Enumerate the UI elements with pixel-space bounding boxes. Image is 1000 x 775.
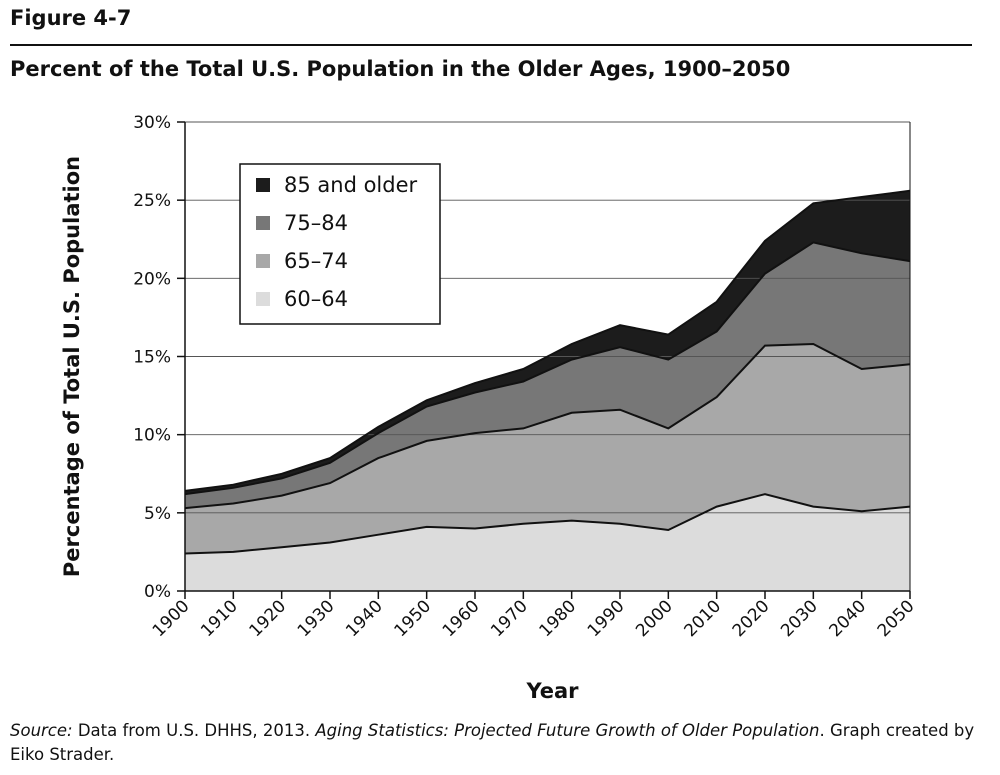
- x-axis-title: Year: [525, 679, 579, 703]
- header-rule: [10, 44, 972, 46]
- y-tick-label: 0%: [144, 582, 171, 602]
- y-tick-label: 30%: [133, 113, 171, 133]
- x-tick-label: 1940: [342, 596, 387, 641]
- y-tick-label: 20%: [133, 269, 171, 289]
- x-tick-label: 2050: [874, 596, 919, 641]
- area-60-64: [185, 494, 910, 591]
- source-text-1: Data from U.S. DHHS, 2013.: [72, 721, 316, 740]
- x-tick-label: 1970: [487, 596, 532, 641]
- legend-label: 75–84: [284, 211, 348, 235]
- area-85-and-older: [185, 190, 910, 495]
- x-tick-label: 1990: [584, 596, 629, 641]
- x-tick-label: 2040: [825, 596, 870, 641]
- y-tick-label: 5%: [144, 504, 171, 524]
- y-tick-label: 25%: [133, 191, 171, 211]
- source-text-2: . Graph created by Eiko Strader.: [10, 721, 975, 764]
- source-prefix: Source:: [10, 721, 73, 740]
- legend-label: 65–74: [284, 249, 348, 273]
- source-note: Source: Data from U.S. DHHS, 2013. Aging…: [10, 719, 975, 767]
- figure-title: Percent of the Total U.S. Population in …: [10, 57, 791, 81]
- x-tick-label: 1930: [294, 596, 339, 641]
- y-tick-label: 15%: [133, 348, 171, 368]
- x-tick-label: 2010: [680, 596, 725, 641]
- series-boundary-line: [184, 493, 911, 555]
- area-65-74: [185, 344, 910, 554]
- series-boundary-line: [184, 241, 911, 496]
- series-boundary-line: [184, 342, 911, 510]
- legend-swatch: [256, 292, 270, 306]
- x-tick-label: 1960: [439, 596, 484, 641]
- figure-label: Figure 4-7: [10, 6, 132, 30]
- x-tick-label: 1910: [197, 596, 242, 641]
- x-tick-label: 1920: [245, 596, 290, 641]
- y-tick-label: 10%: [133, 426, 171, 446]
- x-tick-label: 1980: [535, 596, 580, 641]
- legend-swatch: [256, 216, 270, 230]
- legend-swatch: [256, 178, 270, 192]
- x-tick-label: 2030: [777, 596, 822, 641]
- x-tick-label: 2000: [632, 596, 677, 641]
- x-tick-label: 2020: [729, 596, 774, 641]
- legend-swatch: [256, 254, 270, 268]
- legend-box: [239, 163, 441, 325]
- x-tick-label: 1950: [390, 596, 435, 641]
- series-boundary-line: [184, 189, 911, 492]
- y-axis-title: Percentage of Total U.S. Population: [60, 156, 84, 577]
- legend-label: 85 and older: [284, 173, 418, 197]
- x-tick-label: 1900: [149, 596, 194, 641]
- legend-label: 60–64: [284, 287, 348, 311]
- source-title: Aging Statistics: Projected Future Growt…: [315, 721, 820, 740]
